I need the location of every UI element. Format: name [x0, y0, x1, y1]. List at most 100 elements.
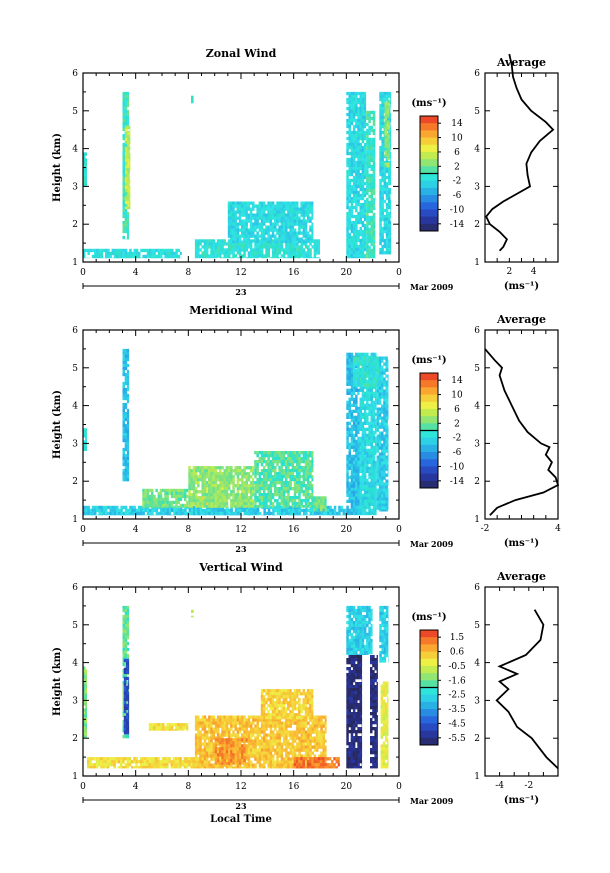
heatmap-cell [296, 481, 299, 485]
heatmap-cell [357, 388, 360, 392]
heatmap-cell [276, 502, 279, 506]
heatmap-cell [271, 213, 275, 217]
heatmap-cell [85, 248, 88, 253]
heatmap-cell [252, 499, 255, 503]
heatmap-cell [225, 478, 229, 482]
heatmap-cell [237, 514, 240, 516]
heatmap-cell [385, 359, 388, 363]
heatmap-cell [346, 148, 349, 153]
heatmap-cell [381, 178, 384, 183]
heatmap-cell [193, 505, 196, 510]
heatmap-cell [285, 502, 288, 506]
heatmap-cell [201, 466, 204, 470]
colorbar-segment [420, 173, 438, 182]
heatmap-cell [155, 514, 159, 516]
heatmap-cell [234, 228, 237, 232]
heatmap-cell [357, 142, 360, 147]
heatmap-cell [245, 248, 248, 252]
heatmap-cell [276, 228, 279, 232]
heatmap-cell [311, 451, 314, 455]
heatmap-cell [214, 481, 218, 485]
heatmap-cell [387, 368, 389, 372]
heatmap-cell [309, 216, 312, 220]
heatmap-cell [85, 158, 87, 162]
heatmap-cell [122, 251, 126, 256]
heatmap-cell [162, 508, 165, 513]
heatmap-cell [298, 237, 301, 241]
heatmap-cell [278, 490, 281, 494]
heatmap-cell [298, 248, 301, 252]
heatmap-cell [282, 207, 286, 211]
heatmap-cell [138, 514, 141, 516]
heatmap-cell [346, 121, 349, 126]
heatmap-cell [278, 219, 281, 223]
heatmap-cell [388, 214, 391, 219]
heatmap-cell [124, 348, 128, 353]
heatmap-cell [263, 219, 266, 223]
heatmap-cell [212, 239, 215, 243]
heatmap-cell [379, 133, 382, 138]
heatmap-cell [385, 491, 388, 495]
heatmap-cell [293, 222, 297, 226]
heatmap-cell [385, 217, 389, 222]
heatmap-cell [221, 242, 224, 246]
heatmap-cell [276, 245, 279, 249]
average-y-tick-label: 1 [474, 258, 480, 268]
heatmap-cell [348, 460, 351, 464]
heatmap-cell [197, 254, 200, 258]
heatmap-cell [390, 208, 392, 213]
heatmap-cell [126, 375, 130, 380]
heatmap-cell [386, 156, 390, 160]
heatmap-cell [184, 511, 187, 516]
heatmap-cell [265, 451, 268, 455]
heatmap-cell [124, 208, 128, 213]
heatmap-cell [122, 127, 125, 132]
heatmap-cell [363, 187, 367, 192]
heatmap-cell [241, 472, 244, 476]
heatmap-cell [361, 169, 365, 174]
heatmap-cell [359, 487, 362, 491]
heatmap-cell [281, 508, 284, 513]
heatmap-cell [383, 497, 386, 501]
heatmap-cell [291, 245, 295, 249]
heatmap-cell [388, 178, 391, 183]
heatmap-cell [153, 248, 156, 253]
heatmap-cell [252, 225, 255, 229]
heatmap-cell [368, 119, 371, 124]
heatmap-cell [390, 244, 392, 249]
heatmap-cell [361, 463, 365, 467]
heatmap-cell [197, 245, 200, 249]
heatmap-cell [126, 118, 130, 123]
heatmap-cell [140, 248, 143, 253]
heatmap-cell [359, 124, 362, 129]
heatmap-cell [390, 238, 392, 243]
heatmap-cell [293, 237, 297, 241]
heatmap-cell [361, 214, 365, 219]
heatmap-cell [361, 436, 365, 440]
heatmap-cell [355, 421, 358, 425]
heatmap-cell [223, 257, 226, 259]
heatmap-cell [129, 167, 131, 172]
heatmap-cell [212, 514, 216, 516]
heatmap-cell [252, 222, 255, 226]
heatmap-cell [370, 182, 373, 187]
heatmap-cell [175, 251, 178, 256]
heatmap-cell [311, 511, 315, 516]
heatmap-cell [293, 490, 297, 494]
heatmap-cell [388, 162, 390, 166]
heatmap-cell [352, 445, 356, 449]
heatmap-cell [366, 490, 369, 494]
heatmap-cell [122, 381, 125, 386]
heatmap-cell [370, 502, 373, 506]
heatmap-cell [124, 414, 128, 419]
heatmap-cell [269, 466, 273, 470]
heatmap-cell [304, 451, 308, 455]
heatmap-cell [309, 237, 312, 241]
heatmap-cell [378, 494, 382, 498]
heatmap-cell [322, 511, 326, 516]
heatmap-cell [387, 425, 389, 429]
heatmap-cell [271, 454, 275, 458]
heatmap-cell [278, 231, 281, 235]
heatmap-cell [120, 254, 123, 259]
heatmap-cell [370, 448, 373, 452]
